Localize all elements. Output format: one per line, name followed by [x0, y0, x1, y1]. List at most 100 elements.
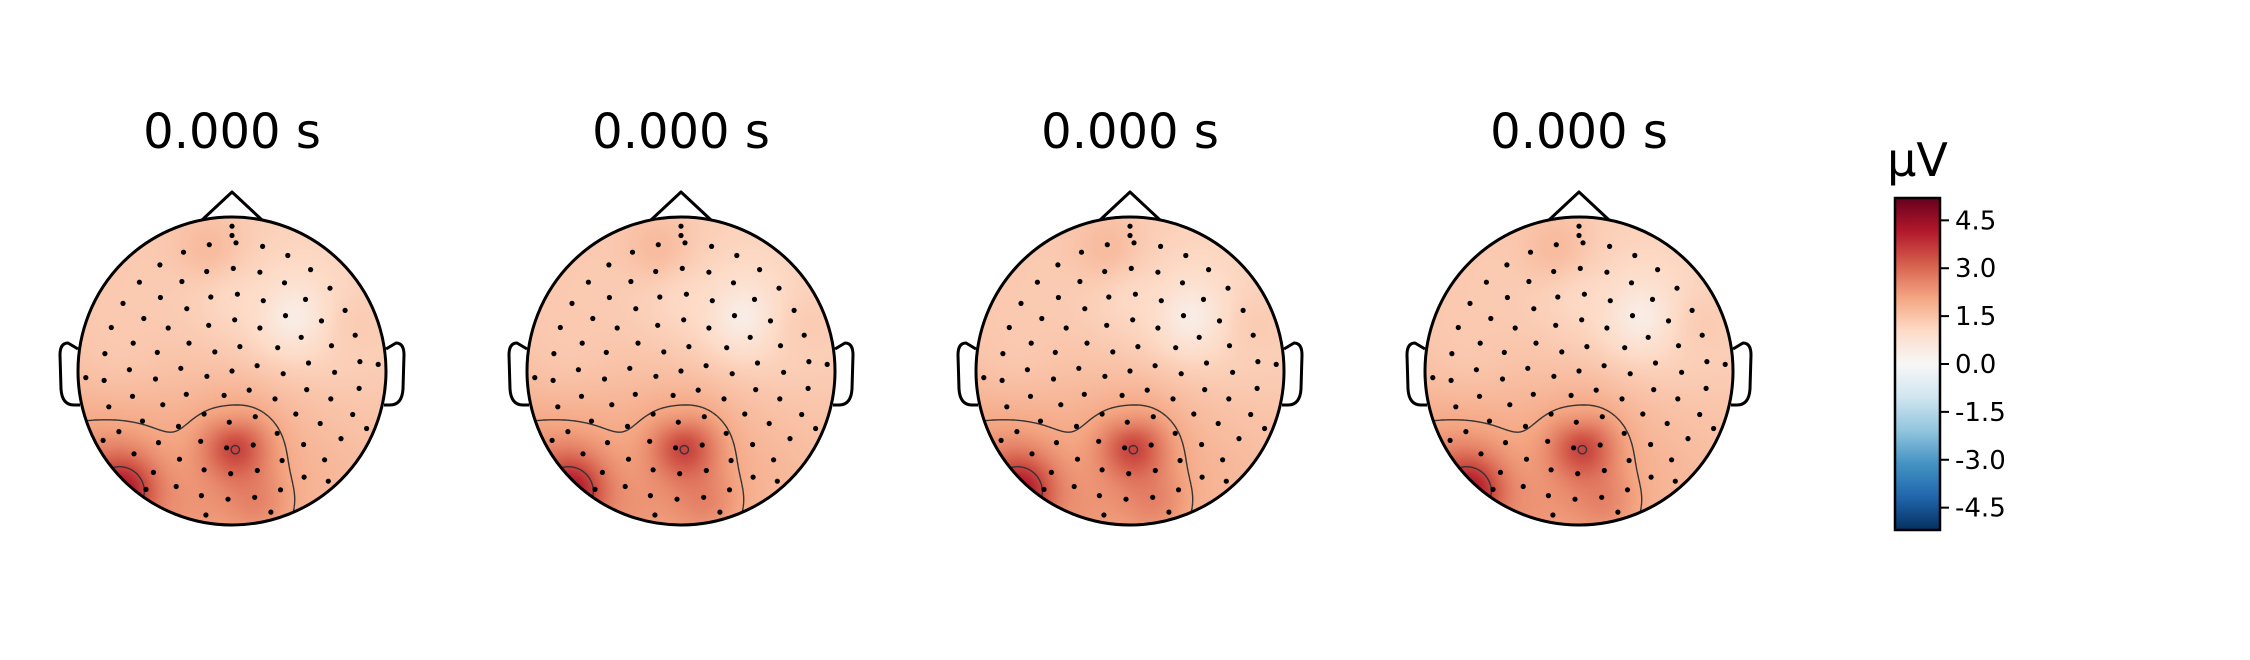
sensor-dot — [1502, 440, 1509, 446]
sensor-dot — [1155, 325, 1161, 331]
sensor-dot — [1203, 360, 1210, 366]
sensor-dot — [1550, 512, 1556, 518]
sensor-dot — [585, 279, 592, 285]
sensor-dot — [308, 267, 314, 273]
sensor-dot — [1665, 318, 1672, 324]
sensor-dot — [1622, 345, 1628, 351]
sensor-dot — [1497, 469, 1503, 475]
sensor-dot — [350, 411, 356, 418]
sensor-dot — [1679, 369, 1685, 375]
sensor-dot — [1548, 411, 1554, 417]
sensor-dot — [280, 371, 286, 377]
sensor-dot — [1430, 375, 1436, 381]
sensor-dot — [221, 392, 227, 398]
sensor-dot — [1014, 429, 1020, 435]
sensor-dot — [1478, 451, 1484, 457]
colorbar-tick-label: -1.5 — [1955, 398, 2006, 428]
topomap-panel: 0.000 s — [956, 104, 1304, 527]
sensor-dot — [1477, 340, 1483, 346]
left-ear-outline — [507, 341, 529, 407]
sensor-dot — [101, 377, 107, 383]
sensor-dot — [678, 232, 684, 239]
sensor-dot — [699, 442, 705, 448]
sensor-dot — [179, 278, 185, 285]
right-ear-outline — [384, 341, 406, 407]
sensor-dot — [767, 318, 774, 324]
sensor-dot — [1467, 300, 1473, 306]
sensor-dot — [1722, 361, 1728, 367]
right-ear-outline — [1731, 341, 1753, 407]
sensor-dot — [1629, 313, 1636, 319]
sensor-dot — [304, 387, 310, 393]
sensor-dot — [254, 467, 260, 474]
sensor-dot — [1512, 325, 1518, 331]
sensor-dot — [206, 242, 212, 248]
sensor-dot — [592, 486, 598, 492]
sensor-dot — [1236, 436, 1242, 442]
nose-outline — [649, 190, 713, 222]
sensor-dot — [1254, 385, 1260, 391]
sensor-dot — [777, 396, 783, 402]
sensor-dot — [229, 223, 235, 229]
sensor-dot — [1597, 442, 1603, 448]
sensor-dot — [1525, 365, 1531, 371]
sensor-dot — [647, 493, 654, 499]
sensor-dot — [1250, 332, 1256, 338]
sensor-dot — [1216, 318, 1223, 324]
colorbar-tick-label: -4.5 — [1955, 494, 2006, 524]
sensor-dot — [154, 349, 160, 355]
sensor-dot — [622, 483, 628, 490]
sensor-dot — [268, 509, 274, 515]
sensor-dot — [322, 457, 328, 463]
sensor-dot — [1073, 423, 1080, 429]
sensor-dot — [1627, 371, 1633, 377]
nose-outline — [1547, 190, 1611, 222]
sensor-dot — [1039, 315, 1045, 322]
sensor-dot — [1034, 279, 1040, 285]
sensor-dot — [1175, 487, 1182, 493]
sensor-dot — [293, 411, 299, 417]
sensor-dot — [327, 285, 333, 291]
sensor-dot — [682, 240, 688, 246]
sensor-dot — [1196, 334, 1202, 340]
sensor-dot — [285, 252, 291, 259]
colorbar-tick-label: 1.5 — [1955, 302, 1996, 332]
sensor-dot — [155, 440, 162, 446]
sensor-dot — [776, 285, 782, 291]
sensor-dot — [555, 404, 561, 410]
sensor-dot — [338, 436, 344, 442]
sensor-dot — [1531, 306, 1537, 312]
sensor-dot — [627, 365, 633, 371]
sensor-dot — [257, 325, 263, 331]
sensor-dot — [1127, 232, 1133, 239]
panel-title: 0.000 s — [1041, 104, 1219, 160]
sensor-dot — [1215, 420, 1221, 427]
sensor-dot — [1223, 478, 1229, 484]
sensor-dot — [1527, 249, 1534, 255]
sensor-dot — [233, 240, 239, 246]
sensor-dot — [1664, 420, 1670, 427]
sensor-dot — [1183, 252, 1189, 259]
sensor-dot — [1504, 262, 1510, 268]
sensor-dot — [298, 334, 304, 340]
sensor-dot — [633, 306, 639, 312]
sensor-dot — [234, 291, 240, 297]
sensor-dot — [650, 467, 656, 473]
sensor-dot — [1199, 474, 1205, 480]
sensor-dot — [143, 486, 149, 492]
sensor-dot — [204, 373, 210, 379]
sensor-dot — [302, 296, 309, 302]
sensor-dot — [184, 306, 190, 312]
sensor-dot — [606, 294, 613, 301]
sensor-dot — [721, 396, 727, 402]
sensor-dot — [1202, 387, 1208, 393]
sensor-dot — [1240, 307, 1246, 313]
sensor-dot — [136, 279, 142, 285]
sensor-dot — [1024, 367, 1030, 373]
sensor-dot — [1553, 242, 1559, 248]
sensor-dot — [1599, 414, 1605, 420]
sensor-dot — [653, 268, 659, 275]
sensor-dot — [1166, 509, 1172, 515]
sensor-markers — [83, 223, 381, 518]
sensor-dot — [703, 363, 709, 369]
